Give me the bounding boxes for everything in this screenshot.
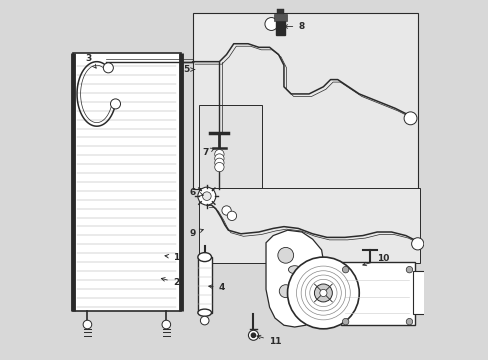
Circle shape <box>287 257 359 329</box>
Circle shape <box>227 211 236 221</box>
Bar <box>273 14 286 21</box>
Circle shape <box>264 18 277 31</box>
Text: 10: 10 <box>362 255 389 266</box>
Circle shape <box>279 285 292 298</box>
Bar <box>73 53 180 311</box>
Circle shape <box>406 319 412 325</box>
Circle shape <box>110 99 120 109</box>
Circle shape <box>214 162 224 172</box>
Circle shape <box>198 187 215 205</box>
Circle shape <box>248 330 258 340</box>
Circle shape <box>222 206 231 215</box>
Circle shape <box>314 284 332 302</box>
Ellipse shape <box>198 309 211 316</box>
Circle shape <box>277 247 293 263</box>
Circle shape <box>214 149 224 159</box>
Bar <box>276 9 284 14</box>
Circle shape <box>202 192 211 201</box>
Text: 3: 3 <box>85 54 96 68</box>
Text: 5: 5 <box>183 65 194 74</box>
Circle shape <box>403 112 416 125</box>
Text: 11: 11 <box>257 335 281 346</box>
Circle shape <box>162 320 170 329</box>
Circle shape <box>214 154 224 163</box>
Text: 9: 9 <box>189 229 203 238</box>
Circle shape <box>251 333 255 337</box>
Text: 1: 1 <box>164 253 179 262</box>
Ellipse shape <box>198 253 211 262</box>
Circle shape <box>319 289 326 297</box>
Bar <box>412 271 428 315</box>
Text: 8: 8 <box>284 22 304 31</box>
Circle shape <box>406 266 412 273</box>
Text: 4: 4 <box>208 283 224 292</box>
Bar <box>199 105 261 189</box>
Ellipse shape <box>288 266 301 274</box>
Bar <box>276 21 284 35</box>
Circle shape <box>342 266 348 273</box>
Text: 2: 2 <box>161 278 179 287</box>
Bar <box>192 13 418 189</box>
Polygon shape <box>265 230 323 327</box>
Circle shape <box>200 316 208 325</box>
Circle shape <box>103 63 113 73</box>
Circle shape <box>214 158 224 167</box>
Circle shape <box>83 320 92 329</box>
Bar <box>199 188 419 263</box>
Bar <box>341 262 414 325</box>
Text: 6: 6 <box>190 188 203 197</box>
Circle shape <box>411 238 423 250</box>
Bar <box>198 257 211 313</box>
Text: 7: 7 <box>202 148 214 157</box>
Circle shape <box>342 319 348 325</box>
Circle shape <box>294 280 308 295</box>
